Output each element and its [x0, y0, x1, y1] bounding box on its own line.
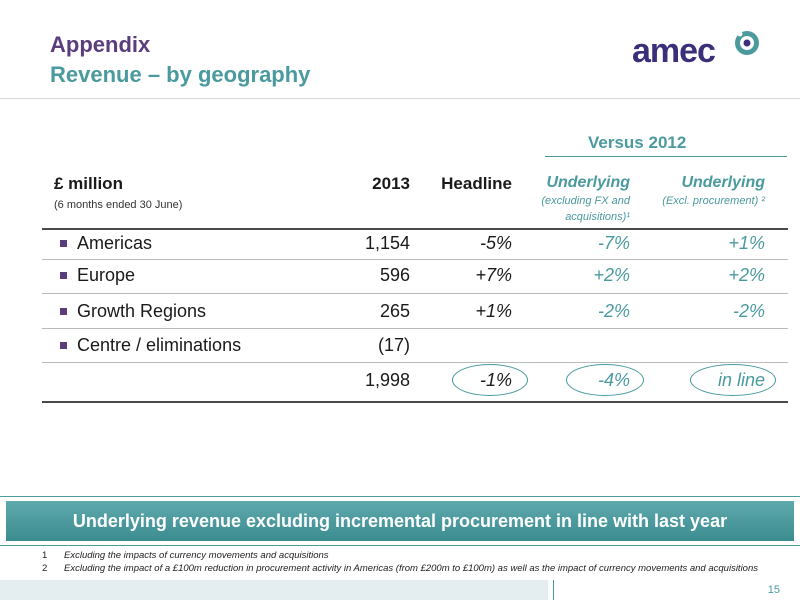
row-divider [42, 293, 788, 294]
row-value-2013: 596 [379, 265, 410, 285]
col-header-underlying-fx: Underlying [546, 174, 630, 191]
row-value-headline: +7% [475, 265, 512, 285]
footnote: 1 Excluding the impacts of currency movem… [42, 550, 329, 561]
row-value-underlying-procurement: -2% [732, 301, 765, 321]
row-label: Growth Regions [77, 301, 207, 321]
row-label: Americas [77, 233, 153, 253]
footnote-number: 2 [42, 563, 48, 574]
table-row: Americas 1,154 -5% -7% +1% [0, 233, 800, 257]
row-value-underlying-procurement: +1% [728, 233, 765, 253]
summary-banner-fill: Underlying revenue excluding incremental… [6, 501, 794, 541]
row-value-underlying-fx: +2% [593, 265, 630, 285]
row-divider [42, 328, 788, 329]
footer-bar [0, 580, 548, 600]
row-value-2013: (17) [377, 335, 410, 355]
bullet-icon [60, 342, 67, 349]
slide-subtitle: Revenue – by geography [50, 62, 311, 87]
row-value-headline: -5% [479, 233, 512, 253]
slide-title: Appendix [50, 32, 151, 57]
col-header-underlying-procurement: Underlying [681, 174, 765, 191]
highlight-ellipse [566, 364, 644, 396]
page-number: 15 [767, 584, 780, 596]
row-divider [42, 362, 788, 363]
bullet-icon [60, 272, 67, 279]
col-header-label: £ million [54, 174, 123, 193]
highlight-ellipse [452, 364, 528, 396]
footer-separator [553, 580, 554, 600]
table-row: Europe 596 +7% +2% +2% [0, 265, 800, 289]
row-value-underlying-fx: -2% [597, 301, 630, 321]
bullet-icon [60, 240, 67, 247]
footnote: 2 Excluding the impact of a £100m reducti… [42, 563, 758, 574]
table-bottom-rule [42, 401, 788, 403]
row-label: Europe [77, 265, 136, 285]
logo-swirl-icon [735, 31, 759, 55]
table-header-rule [42, 228, 788, 230]
versus-2012-header: Versus 2012 [588, 133, 687, 152]
col-header-headline: Headline [441, 174, 512, 193]
header-divider [0, 98, 800, 99]
col-header-2013: 2013 [372, 174, 410, 193]
row-label: Centre / eliminations [77, 335, 242, 355]
total-value-2013: 1,998 [364, 370, 410, 390]
row-value-headline: +1% [475, 301, 512, 321]
row-value-underlying-fx: -7% [597, 233, 630, 253]
row-divider [42, 259, 788, 260]
footnote-text: Excluding the impact of a £100m reductio… [64, 563, 758, 574]
bullet-icon [60, 308, 67, 315]
col-header-label-sub: (6 months ended 30 June) [54, 199, 183, 211]
summary-banner-text: Underlying revenue excluding incremental… [72, 510, 728, 531]
row-value-2013: 265 [379, 301, 410, 321]
logo-text: amec [632, 32, 716, 70]
footnote-text: Excluding the impacts of currency moveme… [64, 550, 329, 561]
summary-banner: Underlying revenue excluding incremental… [0, 496, 800, 546]
col-header-underlying-procurement-sub: (Excl. procurement) ² [662, 195, 765, 207]
row-value-underlying-procurement: +2% [728, 265, 765, 285]
versus-underline [545, 156, 787, 157]
table-total-row: 1,998 -1% -4% in line [0, 370, 800, 394]
amec-logo: amec [632, 28, 762, 76]
col-header-underlying-fx-sub-b: acquisitions)¹ [565, 211, 630, 223]
highlight-ellipse [690, 364, 776, 396]
row-value-2013: 1,154 [364, 233, 410, 253]
table-row: Centre / eliminations (17) [0, 335, 800, 359]
table-row: Growth Regions 265 +1% -2% -2% [0, 301, 800, 325]
col-header-underlying-fx-sub-a: (excluding FX and [541, 195, 630, 207]
footnote-number: 1 [42, 550, 48, 561]
